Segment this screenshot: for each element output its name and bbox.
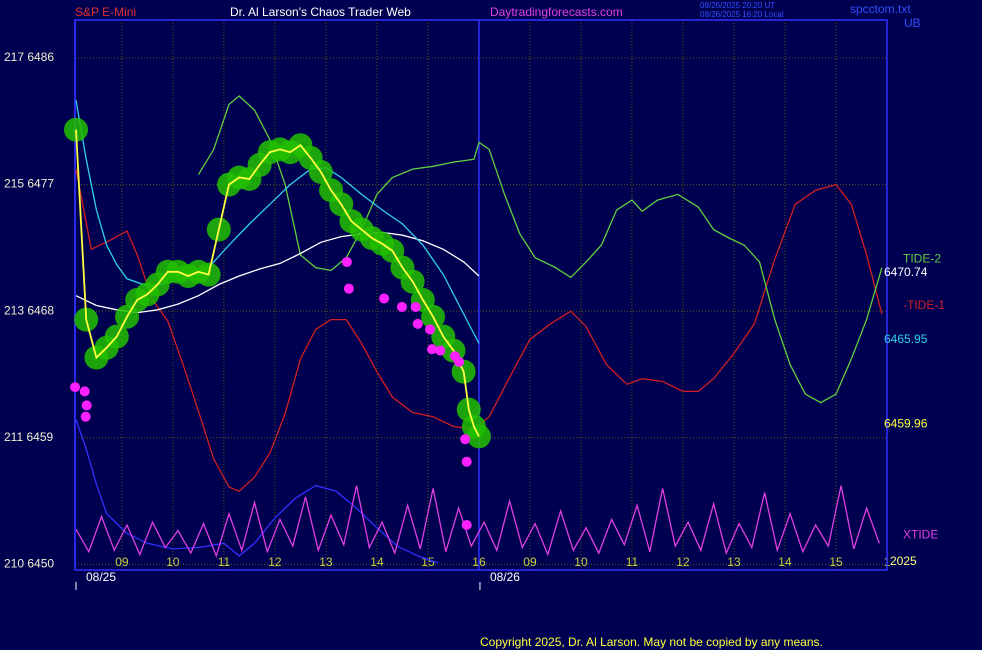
dot: [460, 434, 471, 445]
end-value-label: 6470.74: [884, 265, 928, 279]
copyright: Copyright 2025, Dr. Al Larson. May not b…: [480, 635, 823, 649]
year-label: 2025: [890, 554, 917, 568]
dot: [412, 318, 423, 329]
dot: [396, 301, 407, 312]
series-line: [75, 485, 880, 558]
corner-label: UB: [904, 16, 921, 30]
dot: [343, 283, 354, 294]
series-line: [75, 419, 439, 564]
instrument: S&P E-Mini: [75, 5, 136, 19]
legend-label: -TIDE-1: [903, 298, 945, 312]
x-tick-label: 14: [778, 555, 792, 569]
x-tick-label: 11: [218, 555, 231, 569]
chart-title: Dr. Al Larson's Chaos Trader Web: [230, 5, 411, 19]
x-tick-label: 13: [727, 555, 741, 569]
x-tick-label: 10: [574, 555, 588, 569]
dot: [341, 256, 352, 267]
dot: [424, 324, 435, 335]
dot: [435, 345, 446, 356]
plot-border: [74, 19, 888, 571]
x-tick-label: 09: [115, 555, 129, 569]
dot: [410, 301, 421, 312]
dot: [81, 400, 92, 411]
y-tick-label: 213 6468: [4, 303, 54, 317]
date-label: 08/25: [86, 570, 116, 584]
y-tick-label: 211 6459: [4, 430, 53, 444]
series-line: [75, 100, 480, 344]
end-value-label: 6465.95: [884, 332, 928, 346]
series-line: [197, 95, 883, 404]
x-tick-label: 15: [829, 555, 843, 569]
y-tick-label: 217 6486: [4, 50, 54, 64]
dot: [70, 382, 80, 393]
dot: [379, 293, 390, 304]
date-label: 08/26: [490, 570, 520, 584]
timestamp: 08/26/2025 20:20 UT: [700, 1, 775, 10]
x-tick-label: 14: [370, 555, 384, 569]
dot: [79, 386, 90, 397]
dot: [80, 411, 91, 422]
dot: [454, 356, 465, 367]
y-tick-label: 210 6450: [4, 557, 54, 571]
x-tick-label: 11: [626, 555, 639, 569]
y-tick-label: 215 6477: [4, 177, 54, 191]
dot: [461, 519, 472, 530]
file-name: spcctom.txt: [850, 2, 911, 16]
x-tick-label: 09: [523, 555, 537, 569]
series-line: [75, 168, 883, 492]
legend-label: TIDE-2: [903, 252, 941, 266]
timestamp: 08/26/2025 16:20 Local: [700, 10, 784, 19]
legend-label: XTIDE: [903, 527, 938, 541]
x-tick-label: 13: [319, 555, 333, 569]
site: Daytradingforecasts.com: [490, 5, 623, 19]
x-tick-label: 10: [166, 555, 180, 569]
x-tick-label: 12: [676, 555, 690, 569]
dot: [427, 344, 438, 355]
end-value-label: 6459.96: [884, 416, 928, 430]
series-line: [75, 129, 480, 437]
x-tick-label: 12: [268, 555, 282, 569]
dot: [461, 456, 472, 467]
